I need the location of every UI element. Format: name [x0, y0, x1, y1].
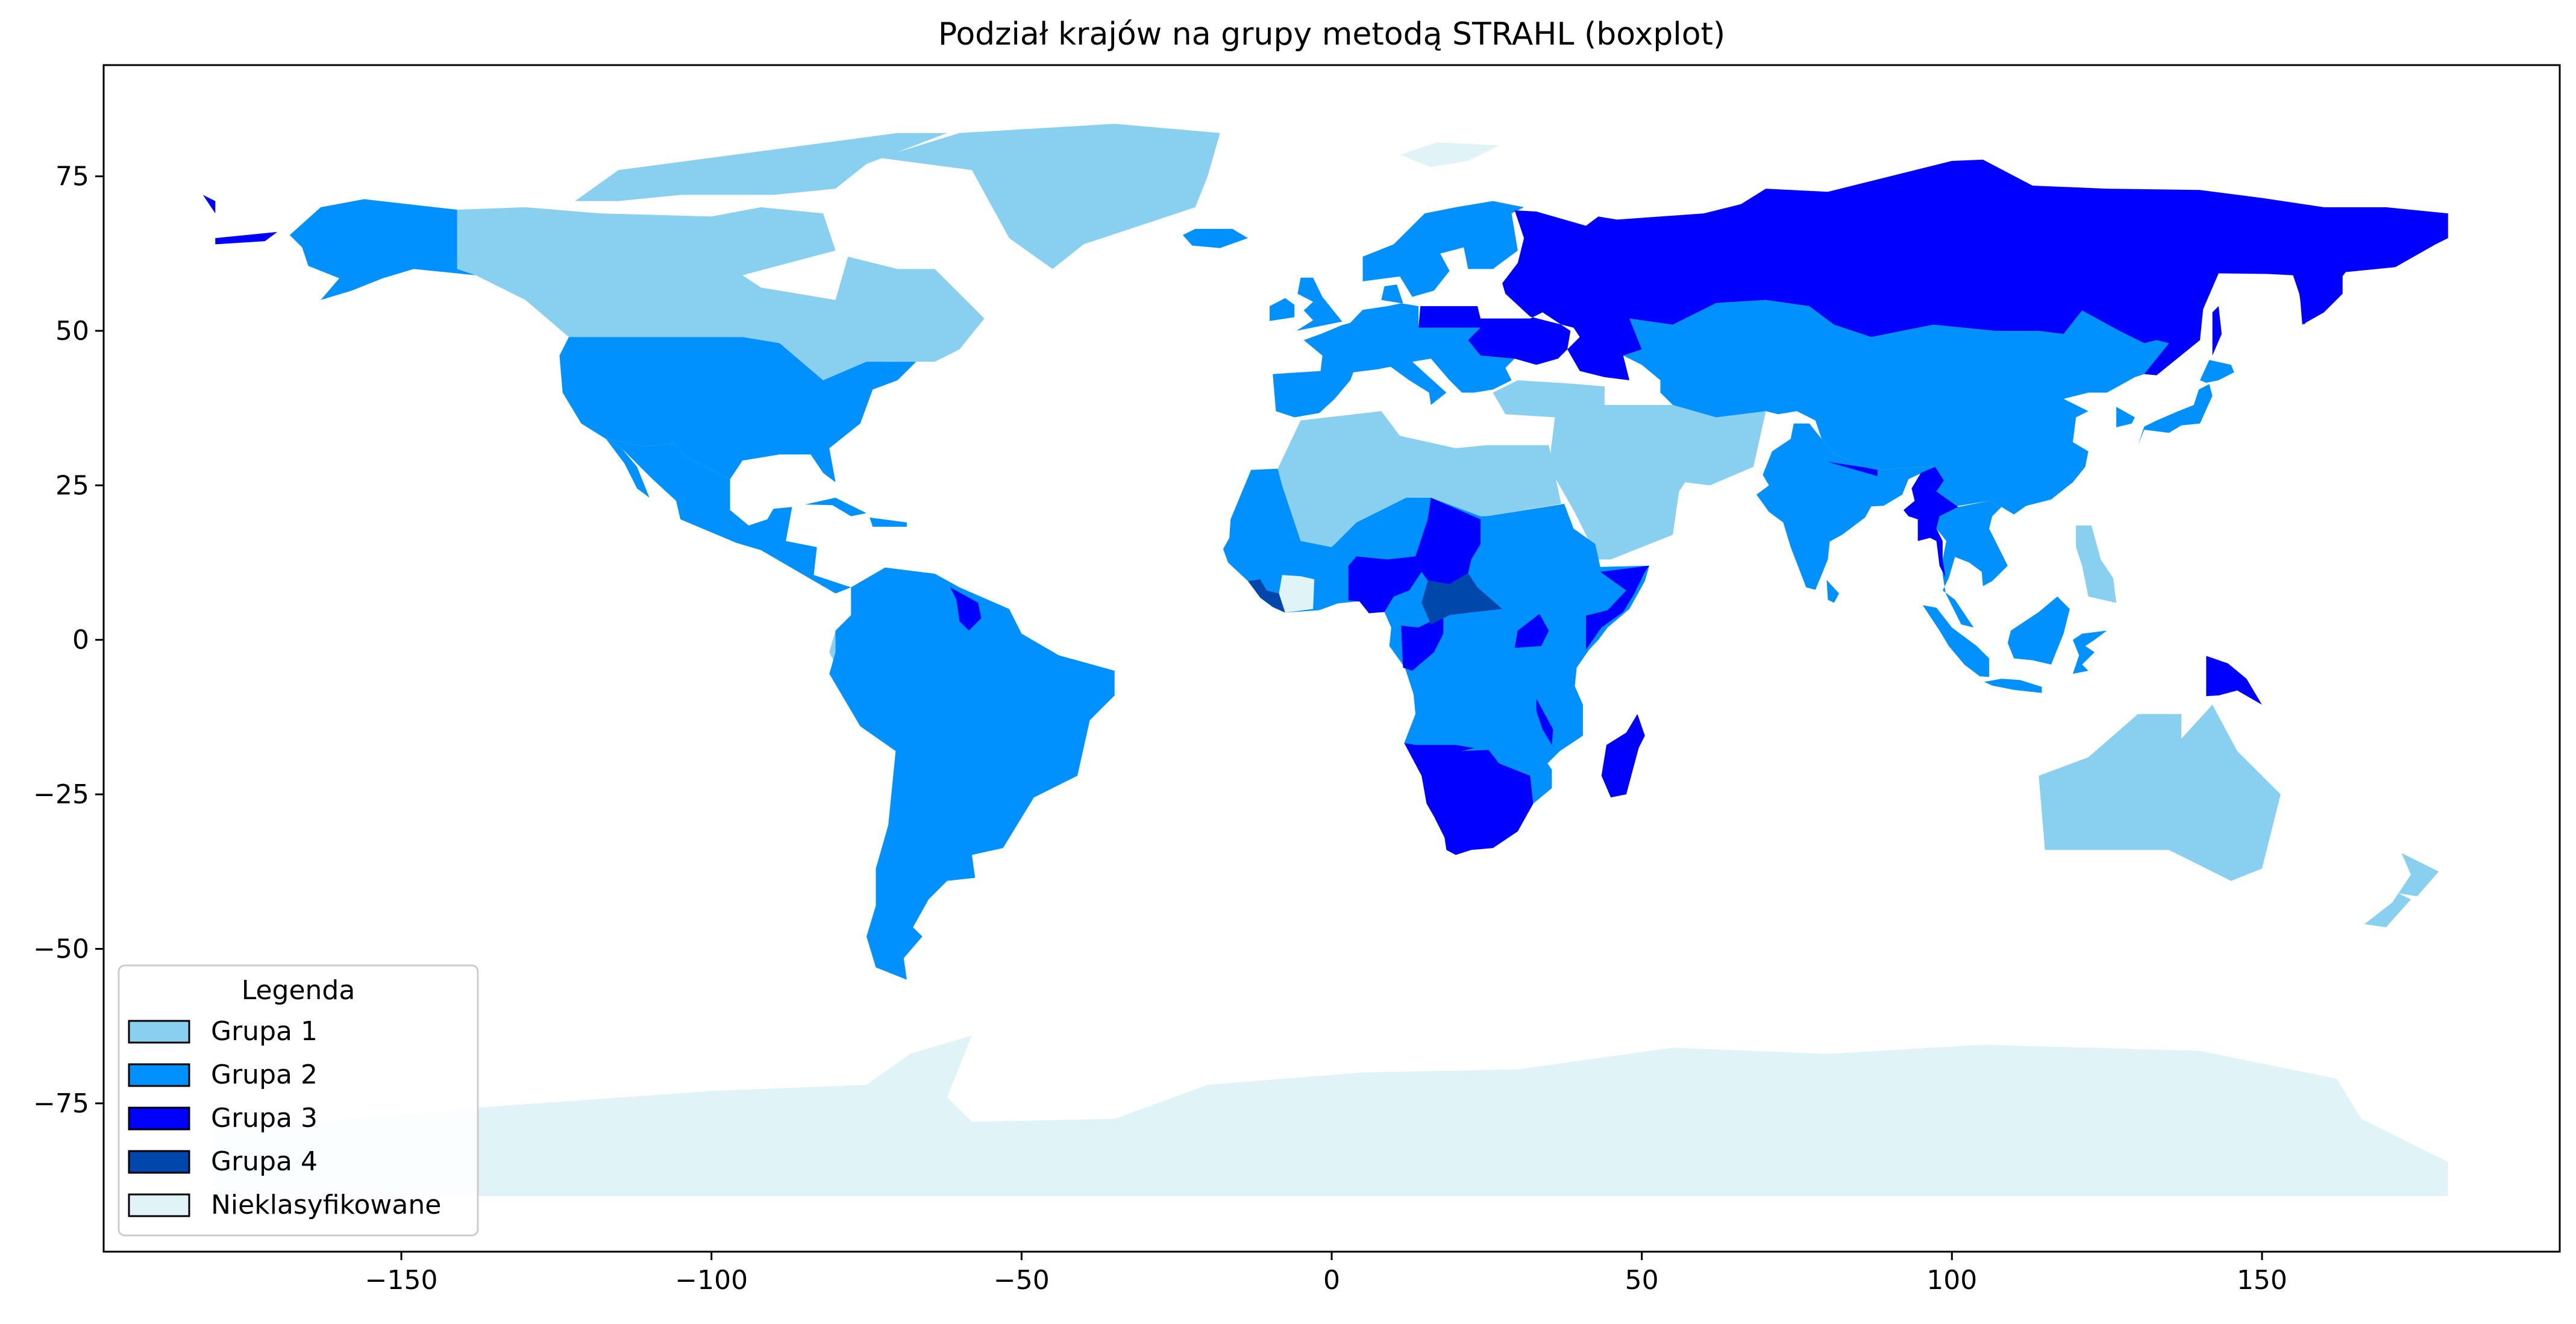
region-nigeria — [1348, 556, 1422, 613]
region-sulawesi — [2073, 630, 2107, 674]
region-chad — [1415, 497, 1481, 585]
legend-label: Grupa 1 — [211, 1016, 318, 1047]
region-liberia-sl — [1248, 579, 1285, 613]
region-new-zealand — [2398, 853, 2439, 897]
region-central-asia-china — [1623, 300, 2169, 515]
x-tick-label: 100 — [1926, 1265, 1977, 1296]
region-car — [1421, 573, 1503, 625]
region-cuba — [805, 497, 867, 516]
region-sakhalin — [2212, 306, 2222, 356]
y-axis: 75 50 25 0 −25 −50 −75 — [33, 162, 104, 1119]
legend-swatch — [128, 1150, 190, 1174]
x-tick-label: −150 — [365, 1265, 438, 1296]
region-png — [2206, 656, 2262, 705]
legend-swatch — [128, 1020, 190, 1044]
chart-title: Podział krajów na grupy metodą STRAHL (b… — [938, 16, 1725, 52]
region-north-africa — [1277, 411, 1561, 547]
region-madagascar — [1601, 714, 1645, 798]
region-kamchatka — [2299, 266, 2343, 325]
legend: Legenda Grupa 1 Grupa 2 Grupa 3 Grupa 4 Niek… — [118, 964, 479, 1237]
region-indochina — [1936, 501, 2008, 628]
region-canada-arctic — [575, 133, 947, 201]
y-tick-label: −25 — [33, 779, 89, 810]
legend-label: Nieklasyfikowane — [211, 1190, 441, 1220]
legend-label: Grupa 2 — [211, 1059, 318, 1090]
region-philippines — [2076, 526, 2117, 603]
region-baja — [606, 439, 650, 498]
y-tick-label: −50 — [33, 933, 89, 964]
region-svalbard — [1400, 142, 1499, 168]
x-axis: −150 −100 −50 0 50 100 150 — [365, 1252, 2287, 1296]
legend-swatch — [128, 1193, 190, 1217]
legend-label: Grupa 4 — [211, 1146, 318, 1177]
region-java — [1984, 679, 2042, 693]
legend-swatch — [128, 1106, 190, 1131]
legend-box — [118, 964, 479, 1237]
map-land — [202, 124, 2448, 1196]
x-tick-label: 50 — [1625, 1265, 1659, 1296]
region-congo-uganda — [1401, 618, 1444, 671]
y-tick-label: 0 — [72, 625, 89, 656]
region-usa — [559, 337, 917, 483]
region-canada — [457, 207, 985, 380]
y-tick-label: 75 — [55, 162, 89, 192]
legend-label: Grupa 3 — [211, 1103, 318, 1134]
region-guyana — [950, 587, 982, 631]
region-borneo — [2007, 596, 2070, 665]
region-cote-divoire — [1279, 575, 1315, 613]
region-nepal — [1828, 462, 1878, 476]
region-alaska — [289, 199, 476, 300]
region-iceland — [1183, 228, 1248, 248]
region-middle-east — [1549, 405, 1766, 560]
y-tick-label: 50 — [55, 316, 89, 347]
x-tick-label: −100 — [675, 1265, 748, 1296]
region-russia — [1418, 159, 2448, 380]
x-tick-label: 0 — [1323, 1265, 1340, 1296]
legend-title: Legenda — [242, 975, 356, 1006]
region-sumatra — [1922, 605, 1990, 677]
y-tick-label: −75 — [33, 1088, 89, 1119]
region-japan-n — [2200, 360, 2234, 383]
region-south-america — [829, 567, 1115, 980]
x-tick-label: −50 — [994, 1265, 1050, 1296]
region-hispaniola — [870, 517, 907, 527]
legend-swatch — [128, 1063, 190, 1087]
region-myanmar — [1904, 466, 1958, 579]
region-antarctica — [215, 1035, 2448, 1196]
region-india — [1757, 423, 1935, 590]
region-new-zealand-s — [2364, 893, 2411, 927]
region-europe-west — [1273, 284, 1515, 418]
region-turkey — [1493, 380, 1605, 418]
region-japan — [2138, 384, 2213, 445]
region-ireland — [1270, 298, 1295, 321]
region-great-britain — [1296, 277, 1343, 331]
region-svalbard-no — [202, 195, 216, 214]
region-korea-japan — [2116, 407, 2135, 427]
region-greenland — [879, 124, 1220, 269]
region-sri-lanka — [1826, 580, 1839, 603]
region-malawi — [1536, 698, 1553, 745]
region-chukotka — [215, 231, 278, 245]
legend-items: Grupa 1 Grupa 2 Grupa 3 Grupa 4 Nieklasyfiko… — [128, 1016, 441, 1220]
region-mexico-ca — [606, 439, 851, 594]
region-uganda — [1514, 613, 1549, 648]
region-australia — [2039, 704, 2281, 881]
region-somalia — [1586, 565, 1649, 650]
region-scandinavia — [1362, 201, 1525, 297]
region-southern-africa — [1404, 743, 1534, 855]
y-tick-label: 25 — [55, 470, 89, 501]
x-tick-label: 150 — [2237, 1265, 2287, 1296]
